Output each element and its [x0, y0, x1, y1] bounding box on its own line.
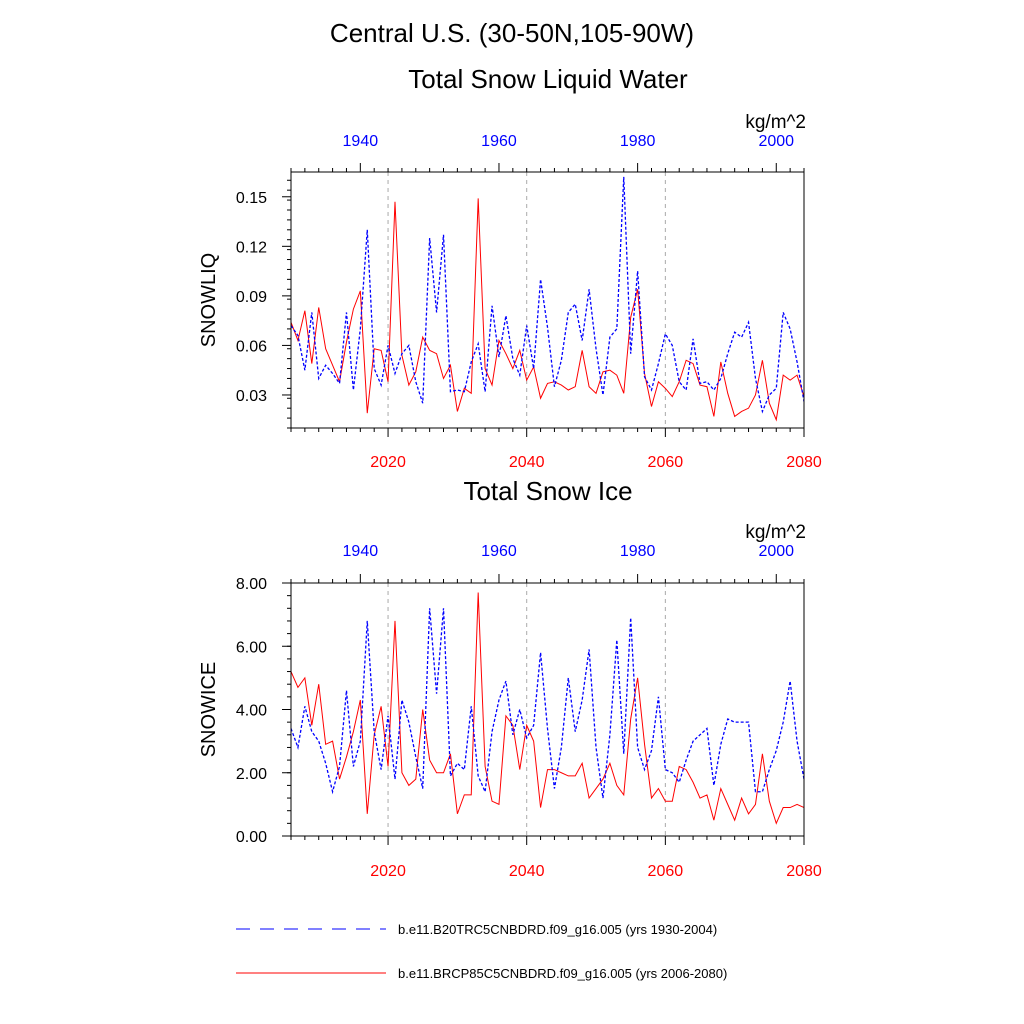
- legend-label-historical: b.e11.B20TRC5CNBDRD.f09_g16.005 (yrs 193…: [398, 922, 717, 937]
- y-axis-label: SNOWLIQ: [198, 253, 220, 347]
- y-tick-label: 4.00: [236, 703, 267, 720]
- plot-frame: [290, 582, 805, 837]
- x-top-tick-label: 1960: [481, 543, 517, 560]
- y-tick-label: 0.00: [236, 829, 267, 846]
- legend: b.e11.B20TRC5CNBDRD.f09_g16.005 (yrs 193…: [236, 922, 727, 981]
- panel-snowliq: Total Snow Liquid Water kg/m^2 SNOWLIQ 0.03…: [198, 64, 822, 471]
- x-bottom-tick-label: 2040: [509, 863, 545, 880]
- y-tick-label: 6.00: [236, 639, 267, 656]
- x-bottom-tick-label: 2080: [786, 454, 822, 471]
- x-bottom-tick-label: 2080: [786, 863, 822, 880]
- x-top-tick-label: 1940: [343, 543, 379, 560]
- y-tick-label: 0.12: [236, 239, 267, 256]
- x-top-tick-label: 2000: [758, 543, 794, 560]
- plot-frame: [290, 171, 805, 429]
- y-tick-label: 0.06: [236, 338, 267, 355]
- x-bottom-tick-label: 2060: [648, 454, 684, 471]
- series-line-future: [291, 198, 804, 422]
- x-top-tick-label: 1940: [343, 133, 379, 150]
- x-bottom-tick-label: 2040: [509, 454, 545, 471]
- units-label: kg/m^2: [745, 522, 806, 543]
- panel-title: Total Snow Ice: [463, 476, 632, 506]
- x-bottom-tick-label: 2060: [648, 863, 684, 880]
- series-line-future: [291, 592, 804, 825]
- x-top-tick-label: 1980: [620, 133, 656, 150]
- y-tick-label: 0.15: [236, 190, 267, 207]
- panel-snowice: Total Snow Ice kg/m^2 SNOWICE 0.00 2.00 4.00 6…: [198, 476, 822, 880]
- x-bottom-tick-label: 2020: [370, 863, 406, 880]
- x-top-tick-label: 1980: [620, 543, 656, 560]
- x-top-tick-label: 1960: [481, 133, 517, 150]
- figure-title: Central U.S. (30-50N,105-90W): [330, 18, 694, 48]
- series-line-historical: [291, 608, 804, 799]
- legend-label-future: b.e11.BRCP85C5CNBDRD.f09_g16.005 (yrs 20…: [398, 966, 727, 981]
- y-tick-label: 2.00: [236, 766, 267, 783]
- panel-title: Total Snow Liquid Water: [408, 64, 688, 94]
- y-axis-label: SNOWICE: [198, 662, 220, 758]
- y-tick-label: 0.03: [236, 388, 267, 405]
- y-tick-label: 8.00: [236, 576, 267, 593]
- x-bottom-tick-label: 2020: [370, 454, 406, 471]
- y-tick-label: 0.09: [236, 289, 267, 306]
- x-top-tick-label: 2000: [758, 133, 794, 150]
- series-line-historical: [291, 176, 804, 414]
- units-label: kg/m^2: [745, 112, 806, 133]
